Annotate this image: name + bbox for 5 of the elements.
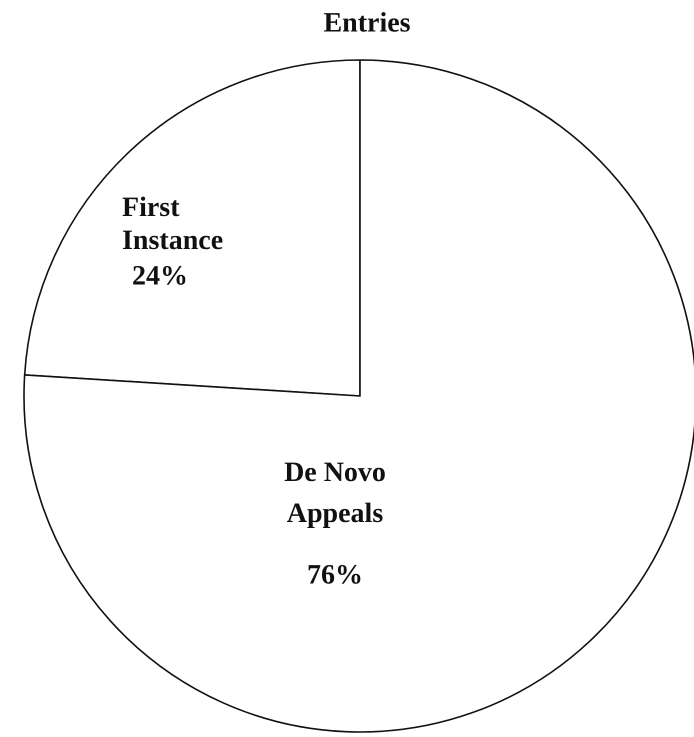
data-label: 76% xyxy=(307,560,363,590)
chart-title: Entries xyxy=(323,8,411,38)
slice-label: De Novo Appeals xyxy=(284,457,386,529)
data-label: 24% xyxy=(132,260,188,292)
slice-label: First Instance xyxy=(122,192,224,256)
